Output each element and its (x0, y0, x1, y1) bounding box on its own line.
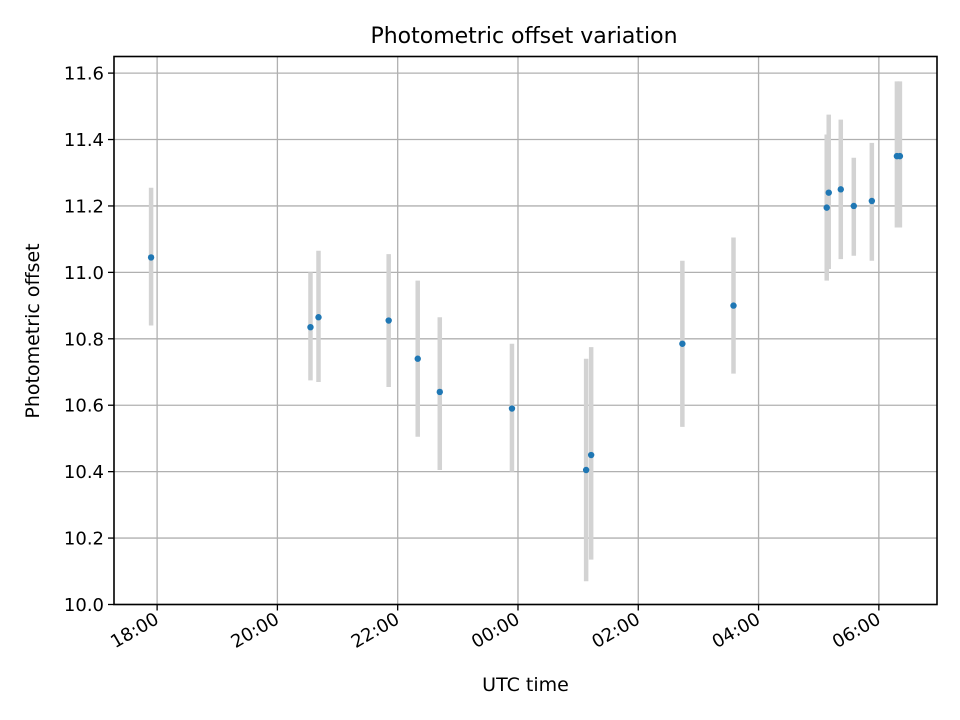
x-tick-label: 00:00 (468, 609, 523, 653)
x-tick-label: 20:00 (227, 609, 282, 653)
data-point (837, 186, 844, 193)
data-point (436, 388, 443, 396)
data-point (508, 405, 516, 412)
y-tick-label: 11.6 (64, 64, 104, 85)
error-bars (148, 81, 903, 582)
x-tick-label: 04:00 (709, 609, 764, 653)
x-tick-label: 18:00 (107, 609, 162, 653)
data-point (823, 204, 830, 211)
data-point (385, 317, 392, 324)
data-point (414, 355, 421, 362)
y-tick-label: 10.0 (64, 595, 104, 616)
x-tick-label: 06:00 (829, 609, 884, 653)
y-tick-label: 10.6 (64, 396, 104, 417)
y-tick-label: 11.2 (64, 196, 104, 217)
data-points (147, 152, 904, 474)
data-point (679, 340, 686, 347)
data-point (587, 451, 595, 459)
x-axis-ticks: 18:00 20:00 22:00 00:00 02:00 04:00 06:00 (107, 604, 884, 653)
y-tick-label: 11.0 (64, 263, 104, 284)
y-tick-label: 11.4 (64, 130, 104, 151)
x-tick-label: 02:00 (588, 609, 643, 653)
data-point (896, 152, 904, 160)
y-tick-label: 10.2 (64, 529, 104, 550)
data-point (307, 323, 314, 331)
y-tick-label: 10.8 (64, 329, 104, 350)
data-point (147, 254, 155, 261)
data-point (825, 189, 832, 196)
y-axis-ticks: 10.0 10.2 10.4 10.6 10.8 11.0 11.2 11.4 11.6 (64, 64, 114, 616)
plot-frame (113, 55, 938, 606)
data-point (315, 314, 322, 321)
grid (114, 56, 937, 606)
y-axis-label: Photometric offset (22, 243, 44, 418)
data-point (850, 202, 857, 210)
data-point (868, 197, 876, 205)
y-tick-label: 10.4 (64, 462, 104, 483)
chart-title: Photometric offset variation (370, 24, 677, 49)
data-point (582, 466, 590, 474)
x-tick-label: 22:00 (348, 609, 403, 653)
x-axis-label: UTC time (482, 674, 569, 696)
data-point (730, 302, 737, 309)
